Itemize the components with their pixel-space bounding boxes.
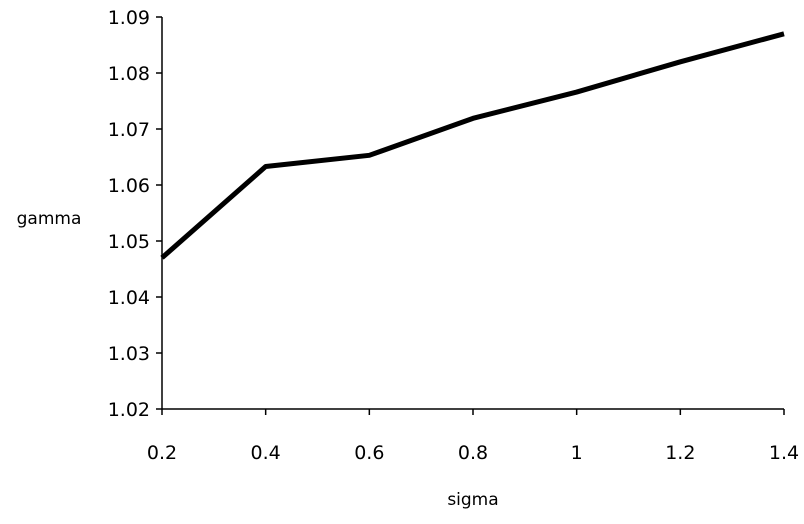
- y-tick-label: 1.08: [108, 63, 150, 85]
- series-layer: [160, 31, 785, 260]
- x-tick-label: 1.2: [665, 442, 695, 464]
- x-axis-title: sigma: [447, 490, 498, 510]
- x-tick-label: 1: [571, 442, 583, 464]
- x-tick-label: 0.4: [251, 442, 281, 464]
- axes: [161, 17, 784, 410]
- y-tick-label: 1.05: [108, 231, 150, 253]
- x-tick-label: 1.4: [769, 442, 799, 464]
- y-tick-label: 1.03: [108, 343, 150, 365]
- y-tick-label: 1.09: [108, 7, 150, 29]
- series-line: [160, 31, 785, 260]
- y-tick-label: 1.06: [108, 175, 150, 197]
- y-axis-ticks: 1.02 1.03 1.04 1.05 1.06 1.07 1.08 1.09: [108, 7, 162, 421]
- x-tick-label: 0.8: [458, 442, 488, 464]
- x-axis-ticks: 0.2 0.4 0.6 0.8 1 1.2 1.4: [147, 409, 799, 464]
- y-tick-label: 1.07: [108, 119, 150, 141]
- y-tick-label: 1.02: [108, 399, 150, 421]
- y-axis-title: gamma: [17, 209, 82, 229]
- x-tick-label: 0.2: [147, 442, 177, 464]
- x-tick-label: 0.6: [354, 442, 384, 464]
- y-tick-label: 1.04: [108, 287, 150, 309]
